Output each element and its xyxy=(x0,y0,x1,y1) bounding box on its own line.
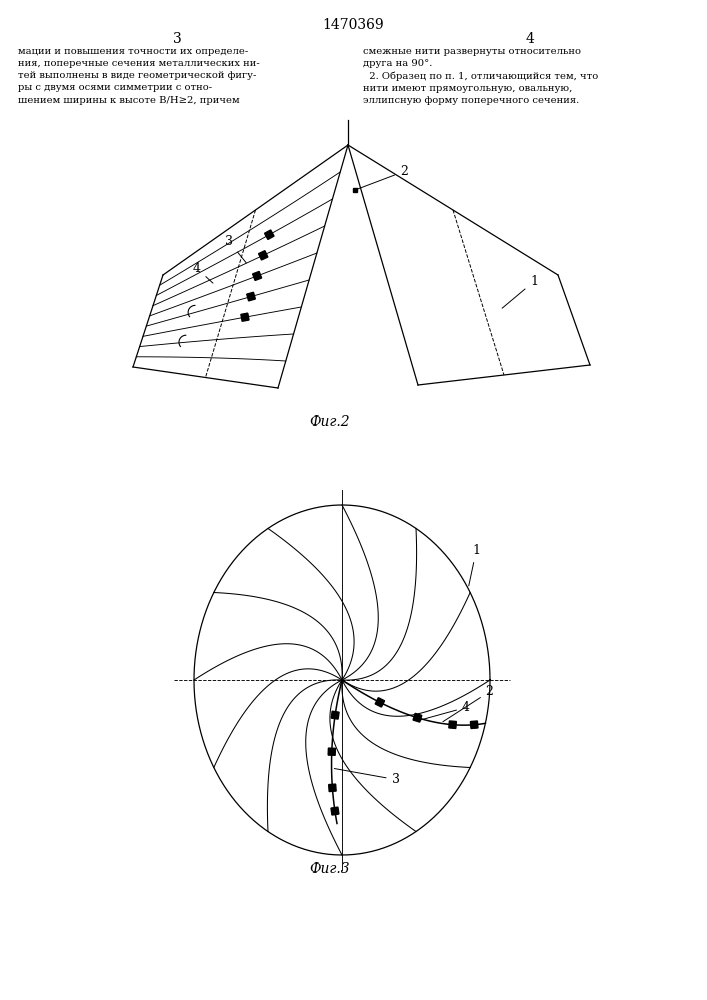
Polygon shape xyxy=(331,711,339,719)
Text: 3: 3 xyxy=(225,235,246,263)
Polygon shape xyxy=(259,251,268,260)
Polygon shape xyxy=(329,784,336,792)
Text: 1: 1 xyxy=(502,275,538,308)
Text: Фиг.3: Фиг.3 xyxy=(310,862,350,876)
Text: 4: 4 xyxy=(193,262,213,283)
Polygon shape xyxy=(331,807,339,815)
Polygon shape xyxy=(252,271,262,280)
Text: 3: 3 xyxy=(173,32,182,46)
Text: 4: 4 xyxy=(420,701,470,720)
Polygon shape xyxy=(264,230,274,239)
Polygon shape xyxy=(328,748,335,755)
Polygon shape xyxy=(241,313,249,321)
Polygon shape xyxy=(375,698,385,707)
Text: мации и повышения точности их определе-
ния, поперечные сечения металлических ни: мации и повышения точности их определе- … xyxy=(18,47,259,105)
Polygon shape xyxy=(470,721,478,729)
Polygon shape xyxy=(247,292,255,301)
Text: 1470369: 1470369 xyxy=(322,18,384,32)
Polygon shape xyxy=(449,721,457,728)
Text: 1: 1 xyxy=(469,544,480,586)
Text: 2: 2 xyxy=(443,685,493,722)
Text: 2: 2 xyxy=(358,165,408,189)
Text: смежные нити развернуты относительно
друга на 90°.
  2. Образец по п. 1, отличаю: смежные нити развернуты относительно дру… xyxy=(363,47,598,105)
Polygon shape xyxy=(413,713,422,722)
Text: 3: 3 xyxy=(334,769,399,786)
Text: Фиг.2: Фиг.2 xyxy=(310,415,350,429)
Text: 4: 4 xyxy=(525,32,534,46)
